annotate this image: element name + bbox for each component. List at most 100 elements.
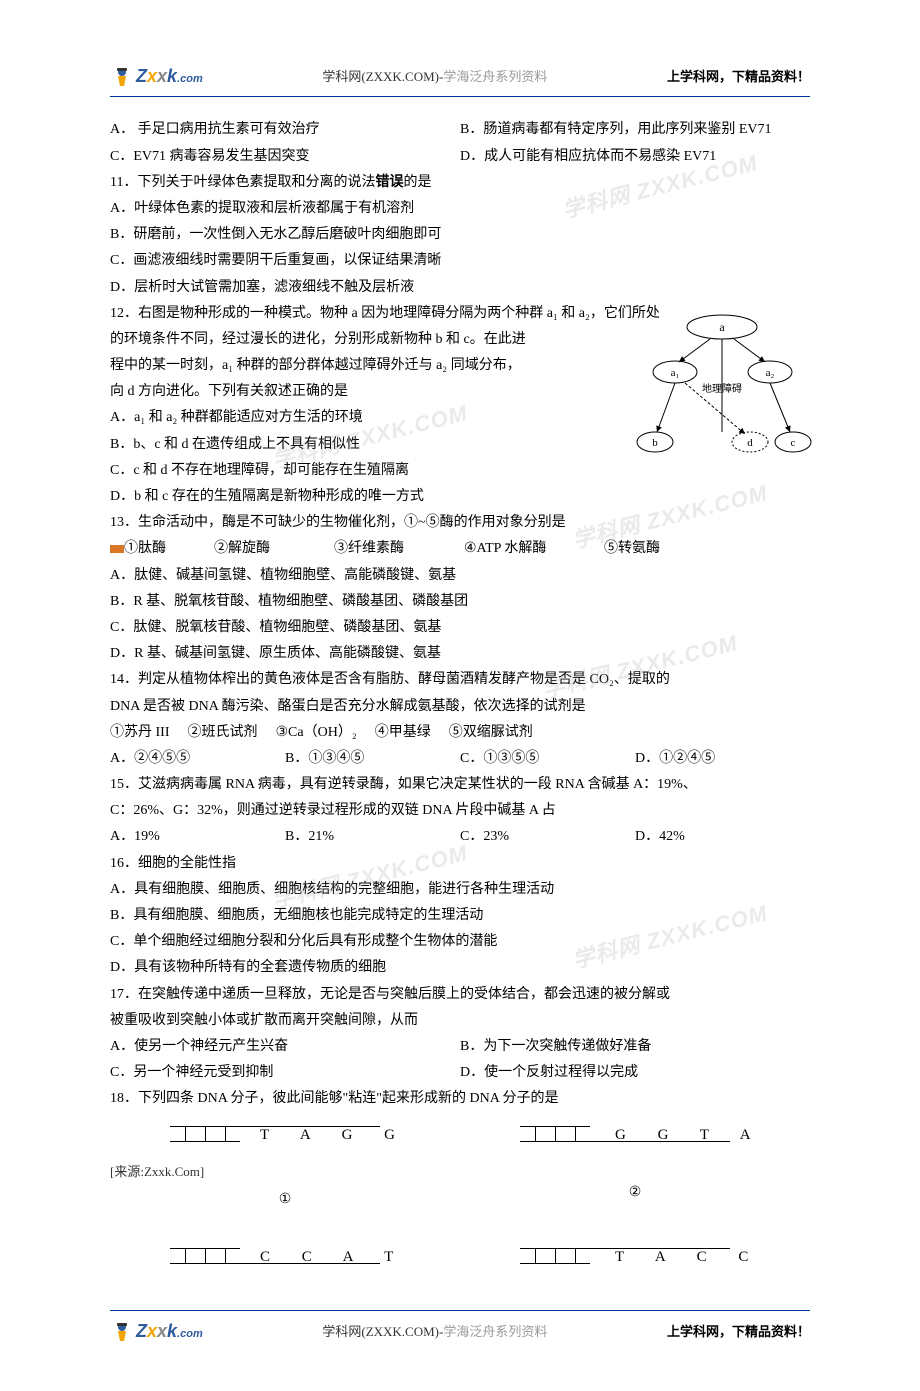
q10-row2: C．EV71 病毒容易发生基因突变 D．成人可能有相应抗体而不易感染 EV71 (110, 144, 810, 169)
dna-frag2-letters: G G T A (615, 1122, 765, 1149)
q14-D: D．①②④⑤ (635, 746, 810, 771)
q14-r5: ⑤双缩脲试剂 (449, 720, 533, 745)
q11-B: B．研磨前，一次性倒入无水乙醇后磨破叶肉细胞即可 (110, 222, 810, 247)
q13-e1: ①肽酶 (124, 536, 214, 561)
q17-row2: C．另一个神经元受到抑制 D．使一个反射过程得以完成 (110, 1060, 810, 1085)
footer-center: 学科网(ZXXK.COM)-学海泛舟系列资料 (322, 1320, 547, 1343)
dna-frag2-label: ② (460, 1180, 810, 1205)
q11-D: D．层析时大试管需加塞，滤液细线不触及层析液 (110, 275, 810, 300)
dna-frag4-letters: T A C C (615, 1244, 762, 1271)
q15-B: B．21% (285, 824, 460, 849)
q15-D: D．42% (635, 824, 810, 849)
q15-C: C．23% (460, 824, 635, 849)
q16-stem: 16．细胞的全能性指 (110, 851, 810, 876)
q13-A: A．肽健、碱基间氢键、植物细胞壁、高能磷酸键、氨基 (110, 563, 810, 588)
diagram-barrier: 地理障碍 (702, 382, 742, 395)
dna-frag1-label: ① (110, 1187, 460, 1212)
footer-center-gray: 学海泛舟系列资料 (443, 1324, 547, 1339)
q12-D: D．b 和 c 存在的生殖隔离是新物种形成的唯一方式 (110, 484, 810, 509)
logo-letter-k: k (167, 66, 177, 86)
logo-suffix: .com (177, 73, 203, 85)
q17-row1: A．使另一个神经元产生兴奋 B．为下一次突触传递做好准备 (110, 1034, 810, 1059)
q11-stem-bold: 错误 (375, 175, 403, 190)
page-header: Zxxk.com 学科网(ZXXK.COM)-学海泛舟系列资料 上学科网，下精品… (110, 60, 810, 97)
q10-optC: C．EV71 病毒容易发生基因突变 (110, 144, 460, 169)
q10-optD: D．成人可能有相应抗体而不易感染 EV71 (460, 144, 810, 169)
q13-C: C．肽健、脱氧核苷酸、植物细胞壁、磷酸基团、氨基 (110, 615, 810, 640)
header-right: 上学科网，下精品资料！ (667, 65, 810, 88)
q14-C: C．①③⑤⑤ (460, 746, 635, 771)
dna-frag1-letters: T A G G (260, 1122, 409, 1149)
footer-logo: Zxxk.com (110, 1315, 203, 1347)
logo-letter-x1: x (147, 1321, 157, 1341)
dna-frag-3: C C A T (110, 1242, 460, 1280)
logo-letter-z: Z (136, 1321, 147, 1341)
q11-C: C．画滤液细线时需要阴干后重复画，以保证结果清晰 (110, 248, 810, 273)
q11-stem: 11．下列关于叶绿体色素提取和分离的说法错误的是 (110, 170, 810, 195)
q10-row1: A． 手足口病用抗生素可有效治疗 B．肠道病毒都有特定序列，用此序列来鉴别 EV… (110, 117, 810, 142)
q17-l1: 17．在突触传递中递质一旦释放，无论是否与突触后膜上的受体结合，都会迅速的被分解… (110, 982, 810, 1007)
page-footer: Zxxk.com 学科网(ZXXK.COM)-学海泛舟系列资料 上学科网，下精品… (110, 1310, 810, 1351)
q14-r2: ②班氏试剂 (188, 720, 258, 745)
dna-frag-1: T A G G (110, 1120, 460, 1158)
diagram-node-a: a (719, 320, 725, 334)
q11-stem-end: 的是 (403, 175, 431, 190)
diagram-node-d: d (747, 437, 753, 449)
q13-stem: 13．生命活动中，酶是不可缺少的生物催化剂，①~⑤酶的作用对象分别是 (110, 510, 810, 535)
logo-letter-x2: x (157, 1321, 167, 1341)
logo: Zxxk.com (110, 60, 203, 92)
q14-l1: 14．判定从植物体榨出的黄色液体是否含有脂肪、酵母菌酒精发酵产物是否是 CO₂、… (110, 667, 810, 692)
q13-e5: ⑤转氨酶 (604, 536, 704, 561)
q14-A: A．②④⑤⑤ (110, 746, 285, 771)
q14-l2: DNA 是否被 DNA 酶污染、酪蛋白是否充分水解成氨基酸，依次选择的试剂是 (110, 694, 810, 719)
q17-l2: 被重吸收到突触小体或扩散而离开突触间隙，从而 (110, 1008, 810, 1033)
logo-letter-x1: x (147, 66, 157, 86)
bullet-icon (110, 545, 124, 553)
q13-B: B．R 基、脱氧核苷酸、植物细胞壁、磷酸基团、磷酸基团 (110, 589, 810, 614)
q17-B: B．为下一次突触传递做好准备 (460, 1034, 810, 1059)
q15-A: A．19% (110, 824, 285, 849)
q13-e2: ②解旋酶 (214, 536, 334, 561)
dna-frag-2: G G T A (460, 1120, 810, 1158)
q16-C: C．单个细胞经过细胞分裂和分化后具有形成整个生物体的潜能 (110, 929, 810, 954)
q14-r1: ①苏丹 III (110, 720, 170, 745)
q17-D: D．使一个反射过程得以完成 (460, 1060, 810, 1085)
q14-reagents: ①苏丹 III ②班氏试剂 ③Ca（OH）₂ ④甲基绿 ⑤双缩脲试剂 (110, 720, 810, 745)
header-center: 学科网(ZXXK.COM)-学海泛舟系列资料 (322, 65, 547, 88)
dna-frag-4: T A C C (460, 1242, 810, 1280)
q16-A: A．具有细胞膜、细胞质、细胞核结构的完整细胞，能进行各种生理活动 (110, 877, 810, 902)
q11-A: A．叶绿体色素的提取液和层析液都属于有机溶剂 (110, 196, 810, 221)
diagram-node-a2: a₂ (766, 367, 775, 379)
q14-options: A．②④⑤⑤ B．①③④⑤ C．①③⑤⑤ D．①②④⑤ (110, 746, 810, 771)
q15-options: A．19% B．21% C．23% D．42% (110, 824, 810, 849)
q14-r4: ④甲基绿 (375, 720, 431, 745)
diagram-node-c: c (791, 437, 796, 449)
header-center-black: 学科网(ZXXK.COM)- (322, 69, 443, 84)
q13-D: D．R 基、碱基间氢键、原生质体、高能磷酸键、氨基 (110, 641, 810, 666)
q14-r3: ③Ca（OH）₂ (276, 720, 357, 745)
diagram-node-b: b (652, 437, 658, 449)
logo-icon (110, 64, 134, 88)
q13-enzymes: ①肽酶 ②解旋酶 ③纤维素酶 ④ATP 水解酶 ⑤转氨酶 (110, 536, 810, 561)
dna-frag3-letters: C C A T (260, 1244, 407, 1271)
header-center-gray: 学海泛舟系列资料 (443, 69, 547, 84)
logo-letter-x2: x (157, 66, 167, 86)
q17-C: C．另一个神经元受到抑制 (110, 1060, 460, 1085)
q15-l2: C：26%、G：32%，则通过逆转录过程形成的双链 DNA 片段中碱基 A 占 (110, 798, 810, 823)
logo-suffix: .com (177, 1328, 203, 1340)
logo-icon (110, 1319, 134, 1343)
q18-stem: 18．下列四条 DNA 分子，彼此间能够"粘连"起来形成新的 DNA 分子的是 (110, 1086, 810, 1111)
q13-e3: ③纤维素酶 (334, 536, 464, 561)
dna-diagrams: T A G G [来源:Zxxk.Com] ① G G T A ② (110, 1120, 810, 1281)
q17-A: A．使另一个神经元产生兴奋 (110, 1034, 460, 1059)
q14-B: B．①③④⑤ (285, 746, 460, 771)
q10-optA: A． 手足口病用抗生素可有效治疗 (110, 117, 460, 142)
q15-l1: 15．艾滋病病毒属 RNA 病毒，具有逆转录酶，如果它决定某性状的一段 RNA … (110, 772, 810, 797)
logo-letter-k: k (167, 1321, 177, 1341)
q16-D: D．具有该物种所特有的全套遗传物质的细胞 (110, 955, 810, 980)
logo-letter-z: Z (136, 66, 147, 86)
q16-B: B．具有细胞膜、细胞质，无细胞核也能完成特定的生理活动 (110, 903, 810, 928)
q13-e4: ④ATP 水解酶 (464, 536, 604, 561)
footer-center-black: 学科网(ZXXK.COM)- (322, 1324, 443, 1339)
q12-diagram: a a₁ a₂ 地理障碍 b d c (625, 312, 820, 467)
